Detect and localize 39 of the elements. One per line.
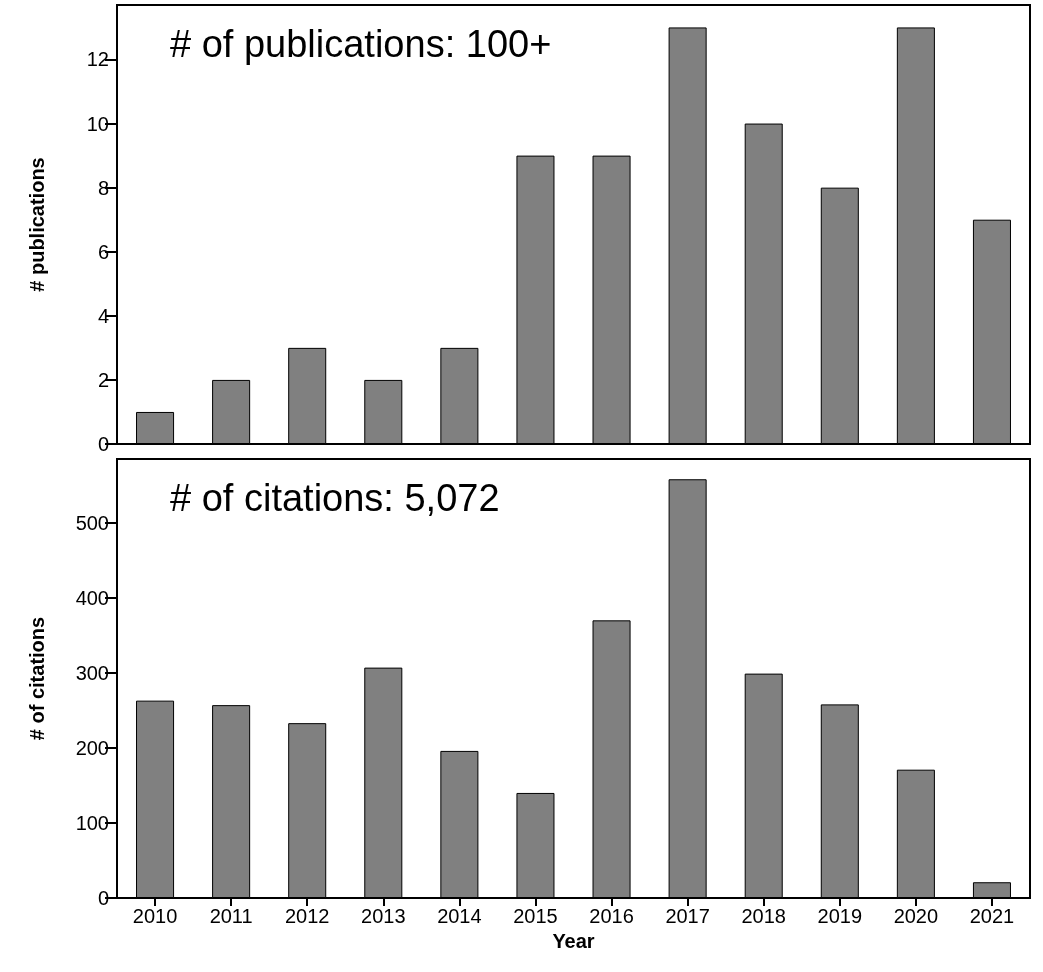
- bar: [288, 347, 327, 444]
- x-tick-label: 2018: [741, 905, 786, 927]
- y-tick-label: 200: [75, 736, 109, 759]
- y-tick-label: 8: [97, 176, 109, 199]
- bar: [440, 347, 479, 444]
- y-tick-label: 12: [86, 48, 109, 71]
- x-tick-label: 2011: [209, 905, 253, 927]
- x-tick-label: 2015: [513, 905, 558, 927]
- bar: [896, 27, 935, 444]
- x-tick-label: 2013: [361, 905, 406, 927]
- bar: [820, 187, 859, 444]
- x-tick-label: 2020: [893, 905, 939, 927]
- x-tick-label: 2014: [437, 905, 482, 927]
- y-tick-label: 100: [75, 811, 109, 834]
- y-tick-label: 500: [75, 511, 109, 534]
- annotation: # of publications: 100+: [170, 23, 552, 65]
- x-tick-label: 2017: [665, 905, 710, 927]
- y-tick-label: 0: [97, 887, 109, 909]
- bar: [972, 219, 1011, 444]
- y-tick-label: 300: [75, 661, 109, 684]
- bar: [212, 379, 251, 444]
- x-axis-title: Year: [552, 929, 595, 952]
- bar: [136, 411, 175, 444]
- y-tick-label: 400: [75, 586, 109, 609]
- x-tick-label: 2010: [132, 905, 178, 927]
- x-tick-label: 2021: [969, 905, 1015, 927]
- y-tick-label: 0: [97, 433, 109, 455]
- bar: [516, 155, 555, 444]
- y-tick-label: 10: [86, 112, 109, 135]
- x-tick-label: 2016: [589, 905, 634, 927]
- bar: [364, 379, 403, 444]
- x-tick-label: 2019: [817, 905, 863, 927]
- y-axis-title: # of citations: [26, 616, 48, 741]
- bar: [744, 123, 783, 444]
- bar: [668, 27, 707, 444]
- bar: [592, 155, 631, 444]
- y-axis-title: # publications: [26, 157, 48, 292]
- x-tick-label: 2012: [284, 905, 330, 927]
- annotation: # of citations: 5,072: [170, 477, 500, 519]
